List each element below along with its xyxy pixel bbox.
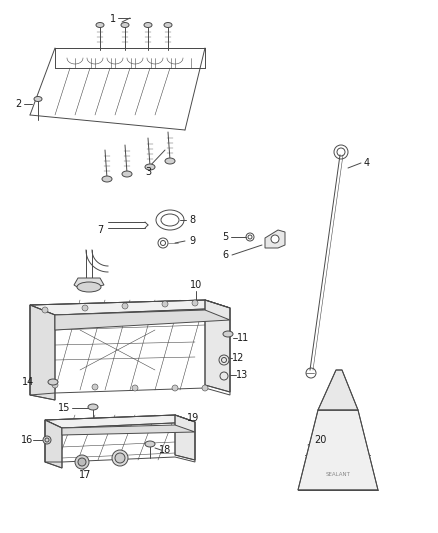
Polygon shape (45, 415, 195, 428)
Ellipse shape (77, 282, 101, 292)
Polygon shape (45, 420, 62, 468)
Circle shape (52, 382, 58, 388)
Circle shape (202, 385, 208, 391)
Text: 16: 16 (21, 435, 33, 445)
Text: 5: 5 (222, 232, 228, 242)
Ellipse shape (145, 441, 155, 447)
Text: 18: 18 (159, 445, 171, 455)
Text: 9: 9 (189, 236, 195, 246)
Text: 19: 19 (187, 413, 199, 423)
Circle shape (271, 235, 279, 243)
Circle shape (75, 455, 89, 469)
Ellipse shape (88, 404, 98, 410)
Ellipse shape (102, 176, 112, 182)
Text: 12: 12 (232, 353, 244, 363)
Polygon shape (74, 278, 104, 290)
Ellipse shape (165, 158, 175, 164)
Ellipse shape (145, 164, 155, 170)
Circle shape (43, 436, 51, 444)
Ellipse shape (223, 331, 233, 337)
Polygon shape (30, 300, 230, 315)
Text: 11: 11 (237, 333, 249, 343)
Circle shape (78, 458, 86, 466)
Ellipse shape (34, 96, 42, 101)
Circle shape (162, 301, 168, 307)
Ellipse shape (144, 22, 152, 28)
Circle shape (82, 305, 88, 311)
Polygon shape (205, 300, 230, 392)
Text: 7: 7 (97, 225, 103, 235)
Circle shape (172, 385, 178, 391)
Text: SEALANT: SEALANT (325, 472, 350, 478)
Polygon shape (62, 425, 195, 435)
Text: 13: 13 (236, 370, 248, 380)
Text: 6: 6 (222, 250, 228, 260)
Circle shape (92, 384, 98, 390)
Ellipse shape (164, 22, 172, 28)
Text: 4: 4 (364, 158, 370, 168)
Polygon shape (175, 415, 195, 460)
Ellipse shape (96, 22, 104, 28)
Text: 20: 20 (314, 435, 326, 445)
Text: 15: 15 (58, 403, 70, 413)
Text: 10: 10 (190, 280, 202, 290)
Polygon shape (318, 370, 358, 410)
Text: 14: 14 (22, 377, 34, 387)
Polygon shape (55, 310, 230, 330)
Ellipse shape (121, 22, 129, 28)
Circle shape (112, 450, 128, 466)
Text: 8: 8 (189, 215, 195, 225)
Circle shape (192, 300, 198, 306)
Polygon shape (298, 410, 378, 490)
Polygon shape (30, 305, 55, 400)
Text: 1: 1 (110, 14, 116, 24)
Text: 2: 2 (15, 99, 21, 109)
Circle shape (132, 385, 138, 391)
Text: 17: 17 (79, 470, 91, 480)
Circle shape (122, 303, 128, 309)
Text: 3: 3 (145, 167, 151, 177)
Polygon shape (265, 230, 285, 248)
Ellipse shape (48, 379, 58, 385)
Ellipse shape (122, 171, 132, 177)
Circle shape (42, 307, 48, 313)
Circle shape (115, 453, 125, 463)
